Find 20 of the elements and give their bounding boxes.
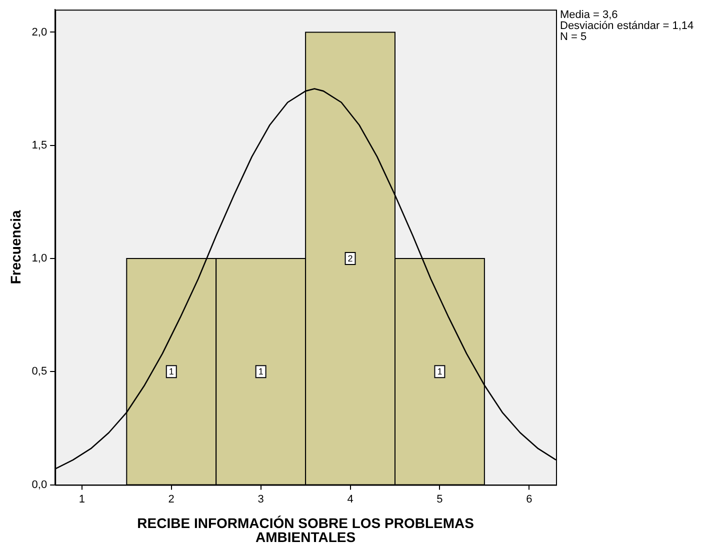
data-label: 2 [348,254,353,264]
x-axis-title: RECIBE INFORMACIÓN SOBRE LOS PROBLEMAS AMBIENTALES [137,514,474,545]
text: N = 5 [560,31,587,44]
text: Desviación estándar = 1,14 [560,20,694,32]
x-tick-label: 2 [168,493,174,506]
data-label: 1 [168,366,174,377]
data-label: 1 [258,366,264,377]
y-tick-label: 0,0 [32,478,48,491]
y-axis-title: Frecuencia [7,210,24,284]
text: Media = 3,6 [560,9,618,22]
y-tick-label: 1,0 [32,252,48,265]
data-label: 1 [437,366,442,377]
y-tick-label: 0,5 [32,366,48,378]
x-tick-label: 6 [526,493,532,506]
x-tick-label: 3 [258,493,264,506]
x-tick-label: 1 [78,493,85,506]
x-tick-label: 4 [347,493,354,506]
y-tick-label: 2,0 [32,26,48,38]
x-tick-label: 5 [436,493,443,506]
y-tick-label: 1,5 [32,139,48,152]
